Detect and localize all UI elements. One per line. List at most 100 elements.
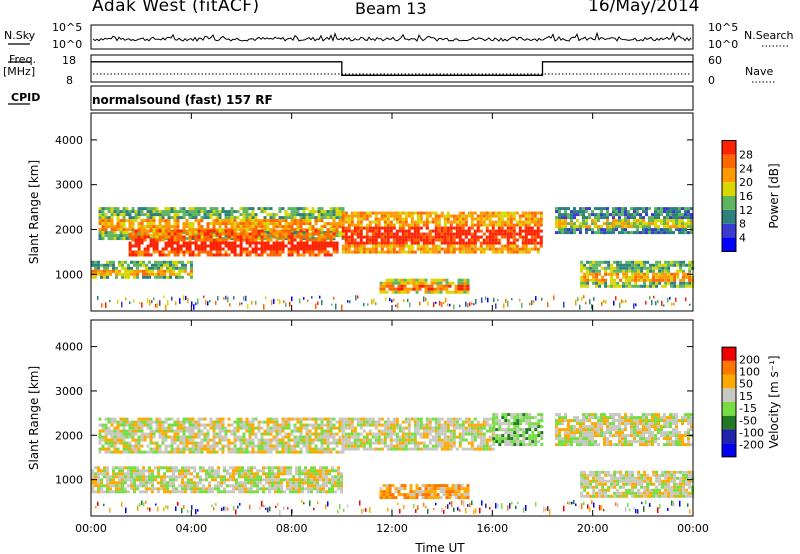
data-cell <box>109 263 112 267</box>
data-cell <box>113 207 117 211</box>
data-cell <box>148 469 151 473</box>
data-cell <box>209 241 213 245</box>
data-cell <box>214 478 217 482</box>
data-cell <box>350 426 354 430</box>
data-cell <box>443 429 447 433</box>
data-cell <box>176 219 180 223</box>
data-cell <box>415 290 419 294</box>
data-cell <box>170 247 174 251</box>
data-cell <box>230 244 234 248</box>
data-cell <box>323 441 327 445</box>
data-cell <box>473 211 477 215</box>
data-cell <box>533 217 537 221</box>
data-cell <box>670 263 674 267</box>
data-cell <box>467 232 471 236</box>
data-cell <box>449 432 453 436</box>
data-cell <box>356 220 360 224</box>
data-cell <box>272 244 276 248</box>
data-cell <box>224 234 228 238</box>
data-cell <box>479 250 483 254</box>
data-cell <box>636 225 639 229</box>
data-cell <box>278 222 282 226</box>
data-cell <box>380 241 384 245</box>
data-cell <box>290 222 294 226</box>
data-cell <box>239 253 243 257</box>
data-cell <box>188 225 192 229</box>
data-cell <box>585 219 588 223</box>
data-cell <box>203 232 207 236</box>
data-cell <box>431 241 435 245</box>
data-cell <box>377 217 381 221</box>
data-cell <box>266 438 270 442</box>
data-cell <box>311 238 315 242</box>
data-cell <box>455 417 459 421</box>
data-cell <box>371 420 375 424</box>
data-cell <box>188 222 192 226</box>
data-cell <box>107 450 111 454</box>
data-cell <box>146 216 150 220</box>
data-cell <box>655 278 659 282</box>
data-cell <box>287 229 291 233</box>
data-cell <box>197 219 201 223</box>
data-cell <box>362 241 366 245</box>
data-cell <box>113 429 117 433</box>
data-cell <box>101 435 105 439</box>
data-cell <box>533 229 537 233</box>
data-cell <box>661 278 665 282</box>
data-cell <box>500 214 504 218</box>
data-cell <box>467 211 471 215</box>
data-cell <box>347 423 351 427</box>
data-cell <box>356 423 360 427</box>
data-cell <box>323 435 327 439</box>
data-cell <box>407 441 411 445</box>
data-cell <box>500 247 504 251</box>
data-cell <box>467 241 471 245</box>
data-cell <box>437 220 441 224</box>
data-cell <box>142 490 145 494</box>
data-cell <box>187 466 190 470</box>
data-cell <box>676 284 680 288</box>
data-cell <box>521 247 525 251</box>
data-cell <box>633 222 636 226</box>
nsearch-label: N.Search <box>744 29 794 42</box>
data-cell <box>263 235 267 239</box>
data-cell <box>392 214 396 218</box>
data-cell <box>637 263 641 267</box>
data-cell <box>326 426 330 430</box>
data-cell <box>416 229 420 233</box>
data-cell <box>413 447 417 451</box>
data-cell <box>500 244 504 248</box>
data-cell <box>690 216 693 220</box>
data-cell <box>329 213 333 217</box>
data-cell <box>595 281 599 285</box>
data-cell <box>419 417 423 421</box>
data-cell <box>655 281 659 285</box>
data-cell <box>113 438 117 442</box>
data-cell <box>637 278 641 282</box>
data-cell <box>142 472 145 476</box>
data-cell <box>230 210 234 214</box>
data-cell <box>648 231 651 235</box>
data-cell <box>269 438 273 442</box>
data-cell <box>516 425 520 429</box>
data-cell <box>649 278 653 282</box>
data-cell <box>311 241 315 245</box>
data-cell <box>643 260 647 264</box>
data-cell <box>633 210 636 214</box>
data-cell <box>371 244 375 248</box>
data-cell <box>359 423 363 427</box>
data-cell <box>266 213 270 217</box>
data-cell <box>221 241 225 245</box>
data-cell <box>353 432 357 436</box>
data-cell <box>667 266 671 270</box>
speckle-cell <box>225 295 227 300</box>
data-cell <box>386 235 390 239</box>
data-cell <box>467 238 471 242</box>
data-cell <box>157 490 160 494</box>
data-cell <box>311 234 315 238</box>
data-cell <box>344 417 348 421</box>
data-cell <box>601 266 605 270</box>
data-band <box>341 211 543 254</box>
data-cell <box>418 281 422 285</box>
data-cell <box>125 417 129 421</box>
